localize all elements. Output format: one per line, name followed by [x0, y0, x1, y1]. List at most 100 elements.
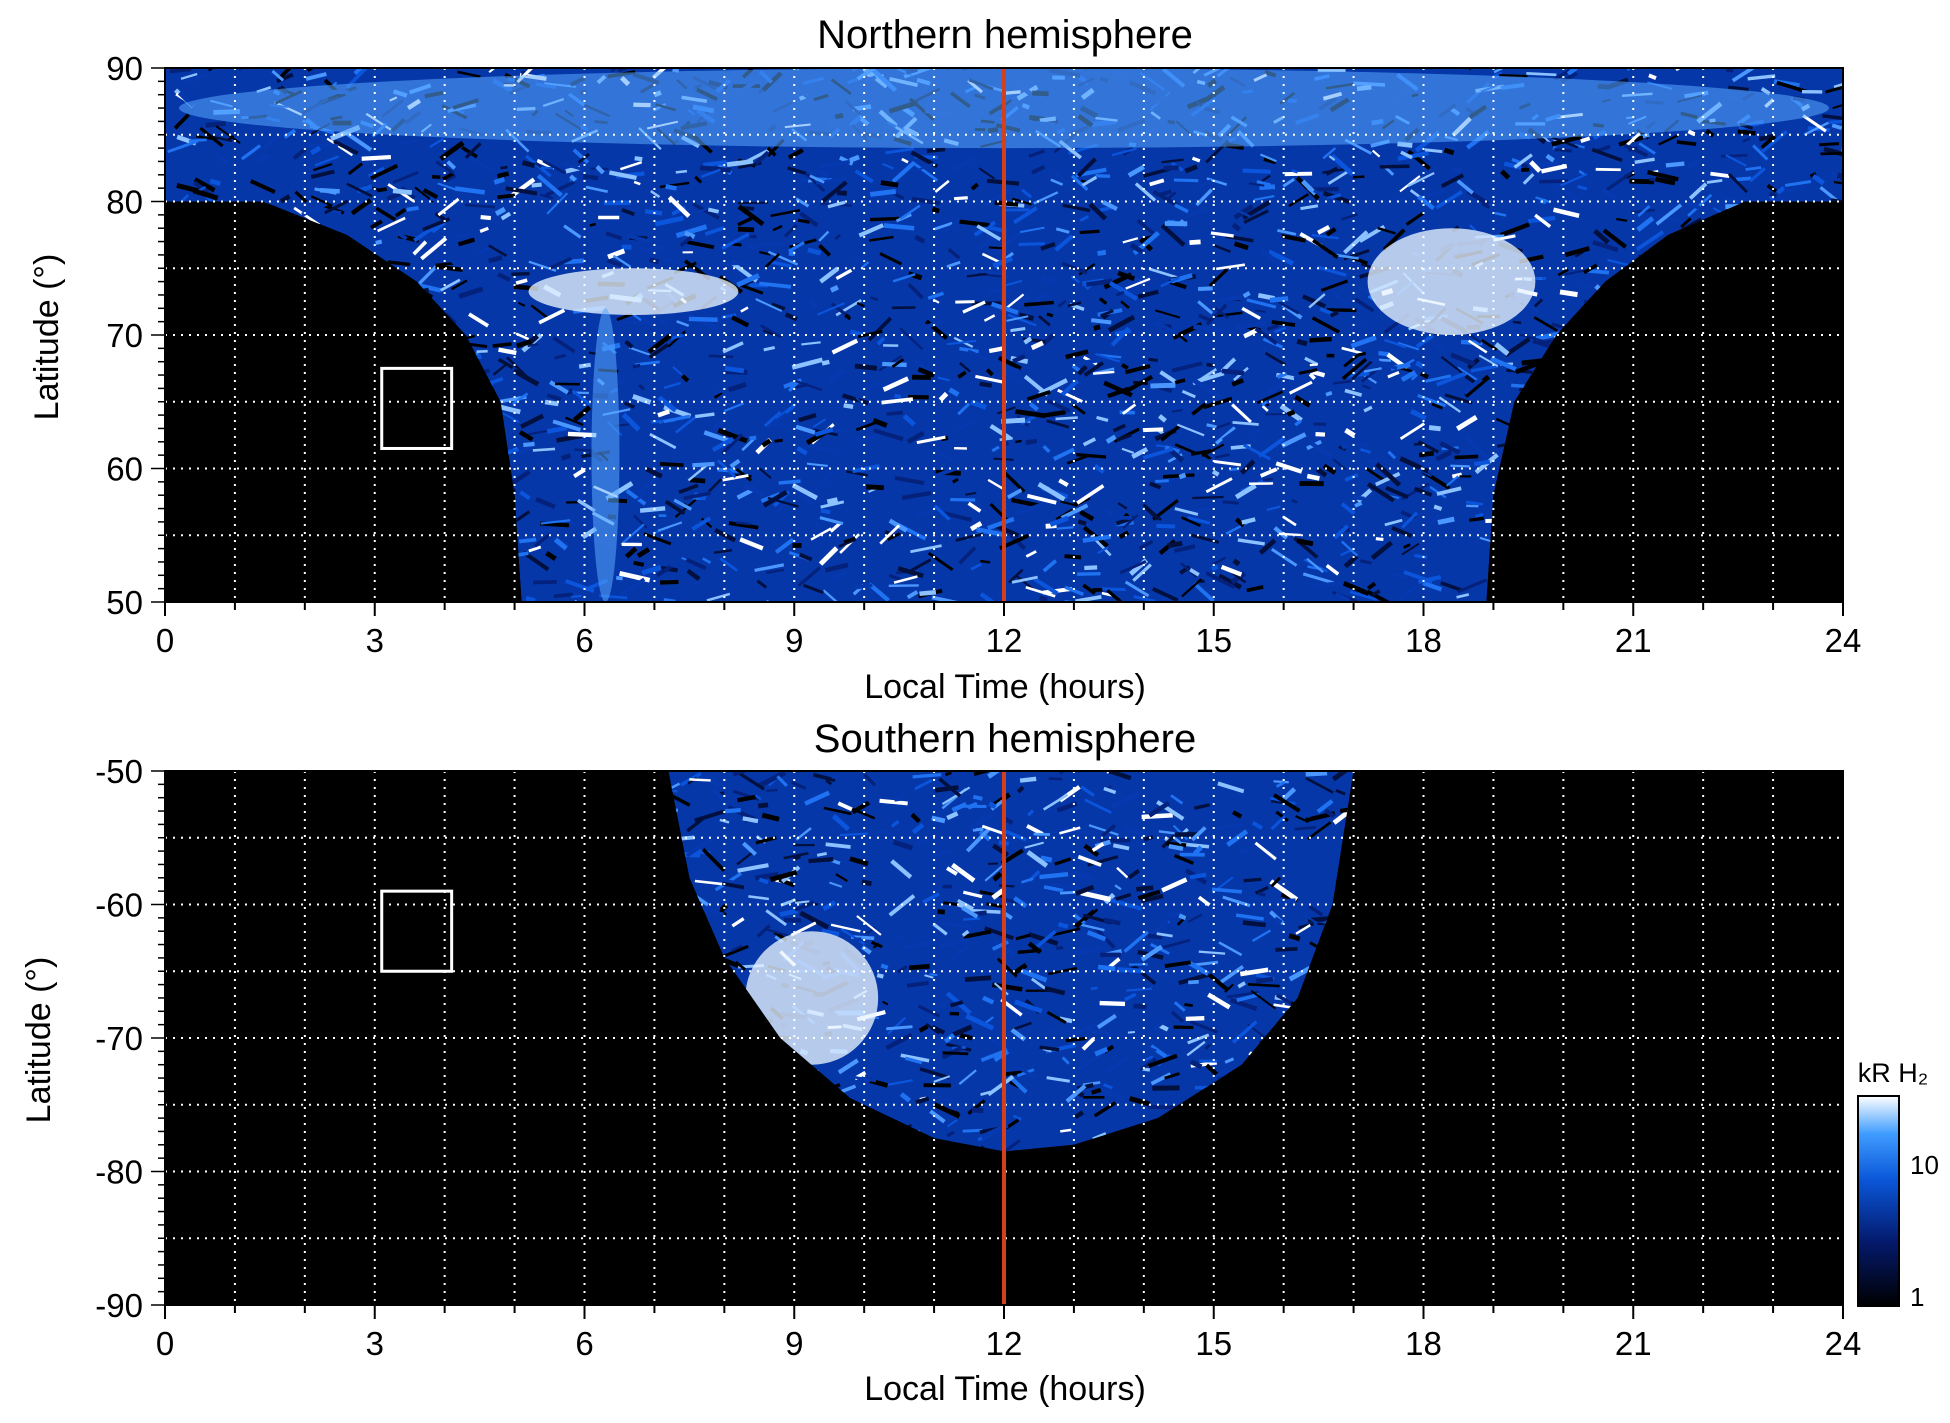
emission-streak — [1082, 534, 1111, 543]
emission-streak — [648, 343, 670, 359]
emission-streak — [370, 219, 383, 230]
emission-streak — [759, 281, 792, 289]
emission-streak — [1277, 300, 1300, 315]
emission-streak — [818, 230, 830, 242]
emission-streak — [1306, 557, 1324, 574]
emission-streak — [816, 302, 845, 316]
emission-streak — [911, 822, 925, 835]
emission-streak — [899, 1092, 912, 1103]
emission-streak — [700, 517, 713, 529]
emission-streak — [907, 283, 924, 300]
emission-streak — [1247, 983, 1280, 988]
emission-streak — [1016, 785, 1025, 794]
emission-streak — [326, 137, 353, 157]
emission-streak — [776, 775, 788, 788]
emission-streak — [835, 298, 863, 317]
emission-streak — [685, 557, 707, 571]
emission-streak — [1096, 415, 1109, 422]
emission-streak — [718, 261, 745, 266]
emission-streak — [849, 856, 869, 867]
emission-streak — [858, 223, 884, 238]
emission-streak — [1091, 318, 1112, 325]
emission-streak — [554, 353, 567, 360]
emission-streak — [625, 489, 647, 506]
emission-streak — [946, 866, 958, 876]
emission-streak — [933, 504, 951, 521]
emission-streak — [1403, 543, 1411, 549]
emission-streak — [1560, 173, 1588, 187]
emission-streak — [1418, 450, 1435, 458]
emission-streak — [854, 169, 874, 184]
emission-streak — [1275, 946, 1298, 952]
emission-streak — [963, 917, 981, 921]
emission-streak — [1112, 423, 1127, 433]
emission-streak — [492, 342, 512, 348]
emission-streak — [1201, 443, 1225, 457]
emission-streak — [1384, 338, 1407, 349]
emission-streak — [1188, 979, 1199, 985]
emission-streak — [1262, 477, 1274, 482]
emission-streak — [512, 392, 529, 406]
emission-streak — [991, 888, 1005, 900]
emission-streak — [1281, 432, 1307, 448]
emission-streak — [1103, 508, 1113, 517]
emission-streak — [1090, 986, 1098, 991]
emission-streak — [458, 286, 484, 299]
emission-streak — [694, 412, 715, 419]
emission-streak — [910, 812, 921, 824]
emission-streak — [1015, 439, 1022, 444]
emission-streak — [1255, 976, 1274, 984]
emission-streak — [563, 224, 582, 239]
emission-streak — [1424, 148, 1443, 154]
emission-streak — [818, 244, 832, 257]
emission-streak — [932, 466, 957, 479]
emission-streak — [434, 211, 446, 221]
emission-streak — [736, 273, 760, 288]
emission-streak — [1463, 374, 1491, 398]
emission-streak — [1198, 313, 1212, 323]
emission-streak — [958, 546, 977, 565]
emission-streak — [217, 155, 229, 165]
emission-streak — [984, 926, 1014, 940]
emission-streak — [1178, 913, 1187, 921]
emission-streak — [914, 778, 933, 791]
emission-streak — [812, 333, 822, 338]
emission-streak — [1302, 913, 1320, 925]
emission-streak — [1830, 172, 1838, 178]
emission-streak — [946, 1119, 958, 1128]
emission-streak — [1499, 73, 1528, 78]
emission-streak — [1198, 458, 1211, 465]
emission-streak — [1147, 1053, 1178, 1069]
emission-streak — [821, 928, 840, 937]
emission-streak — [1117, 270, 1136, 282]
emission-streak — [1308, 372, 1317, 381]
emission-streak — [1254, 841, 1277, 861]
emission-streak — [1003, 279, 1023, 288]
emission-streak — [1339, 807, 1349, 814]
emission-streak — [1127, 1030, 1135, 1034]
emission-streak — [1149, 481, 1162, 490]
emission-streak — [582, 173, 599, 181]
emission-streak — [492, 363, 508, 376]
emission-streak — [1204, 1043, 1212, 1051]
emission-streak — [314, 155, 340, 167]
emission-streak — [966, 272, 987, 278]
emission-streak — [1308, 904, 1324, 917]
emission-streak — [1098, 1087, 1125, 1101]
emission-streak — [552, 336, 576, 354]
emission-streak — [1062, 203, 1091, 213]
emission-streak — [1072, 913, 1087, 925]
emission-streak — [606, 258, 623, 268]
emission-streak — [257, 153, 271, 163]
emission-streak — [1400, 584, 1418, 600]
emission-streak — [1352, 175, 1365, 179]
emission-streak — [946, 811, 959, 821]
emission-streak — [1749, 167, 1766, 183]
emission-streak — [722, 341, 744, 354]
emission-streak — [845, 470, 868, 477]
emission-streak — [1465, 500, 1484, 506]
emission-streak — [1042, 444, 1051, 454]
emission-streak — [1307, 821, 1332, 841]
emission-streak — [1366, 482, 1395, 503]
emission-streak — [1511, 157, 1520, 164]
